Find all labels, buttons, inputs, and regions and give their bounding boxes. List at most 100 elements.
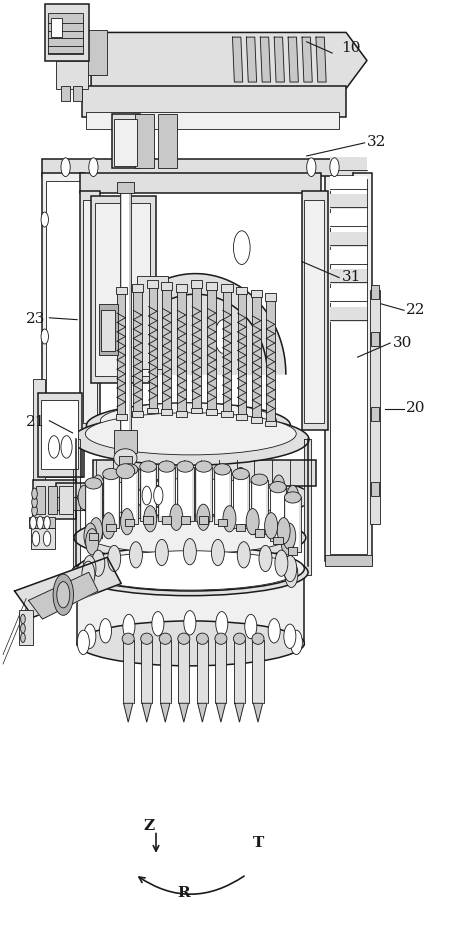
Bar xyxy=(232,475,249,529)
Bar xyxy=(106,524,116,532)
Bar xyxy=(251,417,262,423)
Circle shape xyxy=(30,517,36,530)
Bar xyxy=(330,195,367,210)
Bar xyxy=(82,87,346,118)
Bar xyxy=(56,484,98,501)
Circle shape xyxy=(284,556,297,582)
Polygon shape xyxy=(179,704,188,723)
Bar xyxy=(330,307,367,322)
Circle shape xyxy=(170,505,183,531)
Circle shape xyxy=(277,518,290,544)
Bar xyxy=(85,484,102,538)
Polygon shape xyxy=(124,704,133,723)
Bar xyxy=(330,180,367,554)
Bar xyxy=(253,485,266,530)
Circle shape xyxy=(216,612,228,636)
Circle shape xyxy=(57,582,70,608)
Bar xyxy=(158,467,175,521)
Circle shape xyxy=(246,509,259,535)
Bar xyxy=(121,470,138,524)
Ellipse shape xyxy=(232,469,249,480)
Bar xyxy=(177,467,193,521)
Polygon shape xyxy=(288,38,299,83)
Bar xyxy=(101,311,115,352)
Text: 21: 21 xyxy=(26,415,46,429)
Bar xyxy=(45,6,89,62)
Text: 22: 22 xyxy=(406,303,426,316)
Ellipse shape xyxy=(140,461,156,473)
Polygon shape xyxy=(28,573,98,620)
Ellipse shape xyxy=(77,479,300,517)
Circle shape xyxy=(61,158,70,177)
Bar xyxy=(161,283,172,290)
Circle shape xyxy=(215,320,232,354)
Ellipse shape xyxy=(77,547,305,592)
Bar xyxy=(273,537,283,545)
Bar xyxy=(255,530,264,537)
Bar xyxy=(330,213,367,228)
Polygon shape xyxy=(216,704,226,723)
Circle shape xyxy=(78,486,90,510)
Circle shape xyxy=(84,523,97,549)
Bar xyxy=(215,640,226,704)
Ellipse shape xyxy=(122,634,134,645)
Bar xyxy=(89,534,98,541)
Bar xyxy=(77,569,305,646)
Bar xyxy=(330,270,367,285)
Circle shape xyxy=(197,505,210,531)
Circle shape xyxy=(265,513,278,539)
Bar xyxy=(86,31,107,76)
Bar xyxy=(330,176,367,191)
Bar xyxy=(288,548,298,555)
Ellipse shape xyxy=(103,469,120,480)
Bar xyxy=(46,182,80,470)
Circle shape xyxy=(37,517,43,530)
Bar xyxy=(162,517,171,524)
Bar xyxy=(161,410,172,416)
Circle shape xyxy=(259,546,272,572)
Bar xyxy=(286,503,299,548)
Bar xyxy=(59,487,73,515)
Bar xyxy=(117,290,126,417)
Bar xyxy=(140,467,156,521)
Bar xyxy=(41,401,78,470)
Bar xyxy=(206,283,217,290)
Bar xyxy=(197,640,208,704)
Circle shape xyxy=(182,465,194,490)
Bar xyxy=(223,287,231,414)
Polygon shape xyxy=(316,38,326,83)
Bar xyxy=(33,480,76,519)
Bar xyxy=(266,297,275,423)
Circle shape xyxy=(123,615,135,639)
Bar xyxy=(325,555,372,566)
Bar xyxy=(221,412,232,417)
Bar xyxy=(56,498,98,510)
Polygon shape xyxy=(235,704,244,723)
Bar xyxy=(61,87,70,102)
Bar xyxy=(95,203,151,376)
Polygon shape xyxy=(142,704,152,723)
Circle shape xyxy=(275,550,288,577)
Circle shape xyxy=(61,436,72,459)
Bar xyxy=(114,431,137,454)
Polygon shape xyxy=(91,34,367,90)
Polygon shape xyxy=(160,704,170,723)
Bar xyxy=(214,470,231,524)
Text: 10: 10 xyxy=(341,41,361,55)
Bar xyxy=(120,192,131,435)
Circle shape xyxy=(48,436,60,459)
Bar xyxy=(371,482,379,496)
Polygon shape xyxy=(14,558,121,618)
Bar xyxy=(191,408,202,414)
Circle shape xyxy=(152,612,164,636)
Circle shape xyxy=(144,506,157,533)
Ellipse shape xyxy=(233,634,246,645)
Ellipse shape xyxy=(86,403,291,448)
Circle shape xyxy=(273,475,285,500)
Ellipse shape xyxy=(73,415,309,466)
Polygon shape xyxy=(305,440,311,576)
Ellipse shape xyxy=(72,549,308,596)
Circle shape xyxy=(285,562,298,588)
Bar xyxy=(103,475,120,529)
Ellipse shape xyxy=(85,414,296,456)
